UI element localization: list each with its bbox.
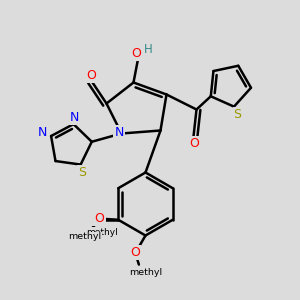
Text: H: H: [144, 43, 153, 56]
Text: O: O: [93, 212, 103, 225]
Text: N: N: [38, 126, 47, 139]
Text: N: N: [114, 126, 124, 140]
Text: methyl: methyl: [100, 232, 105, 233]
Text: O: O: [95, 212, 105, 225]
Text: O: O: [87, 69, 96, 82]
Text: O: O: [132, 47, 141, 60]
Text: O: O: [189, 136, 199, 150]
Text: methyl: methyl: [86, 228, 118, 237]
Text: S: S: [78, 167, 86, 179]
Text: methyl: methyl: [129, 268, 162, 277]
Text: S: S: [234, 108, 242, 121]
Text: methyl: methyl: [68, 232, 101, 241]
Text: O: O: [130, 245, 140, 259]
Text: methyl: methyl: [93, 236, 98, 237]
Text: N: N: [70, 111, 79, 124]
